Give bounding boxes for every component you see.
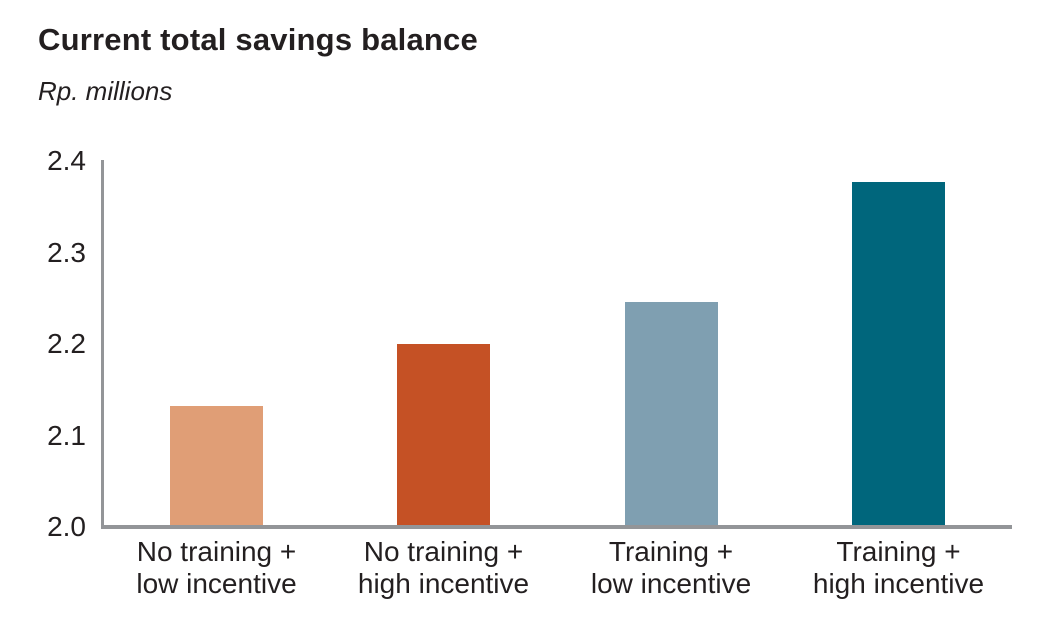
x-category-label: Training + high incentive [812, 536, 985, 599]
y-tick-label: 2.2 [47, 328, 86, 359]
bar-4 [852, 182, 945, 527]
x-category-label: No training + low incentive [136, 536, 297, 599]
x-category-label: No training + high incentive [357, 536, 530, 599]
y-tick-label: 2.4 [47, 145, 86, 176]
x-category-label: Training + low incentive [590, 536, 752, 599]
x-axis-line [101, 525, 1012, 529]
y-axis-line [101, 160, 104, 528]
bar-3 [624, 302, 718, 527]
y-tick-label: 2.3 [47, 236, 86, 268]
chart-title: Current total savings balance [38, 22, 478, 57]
y-tick-label: 2.0 [47, 511, 86, 542]
chart-subtitle: Rp. millions [38, 76, 173, 106]
bar-2 [397, 344, 490, 527]
y-tick-label: 2.1 [47, 419, 86, 451]
bar-1 [170, 406, 263, 527]
